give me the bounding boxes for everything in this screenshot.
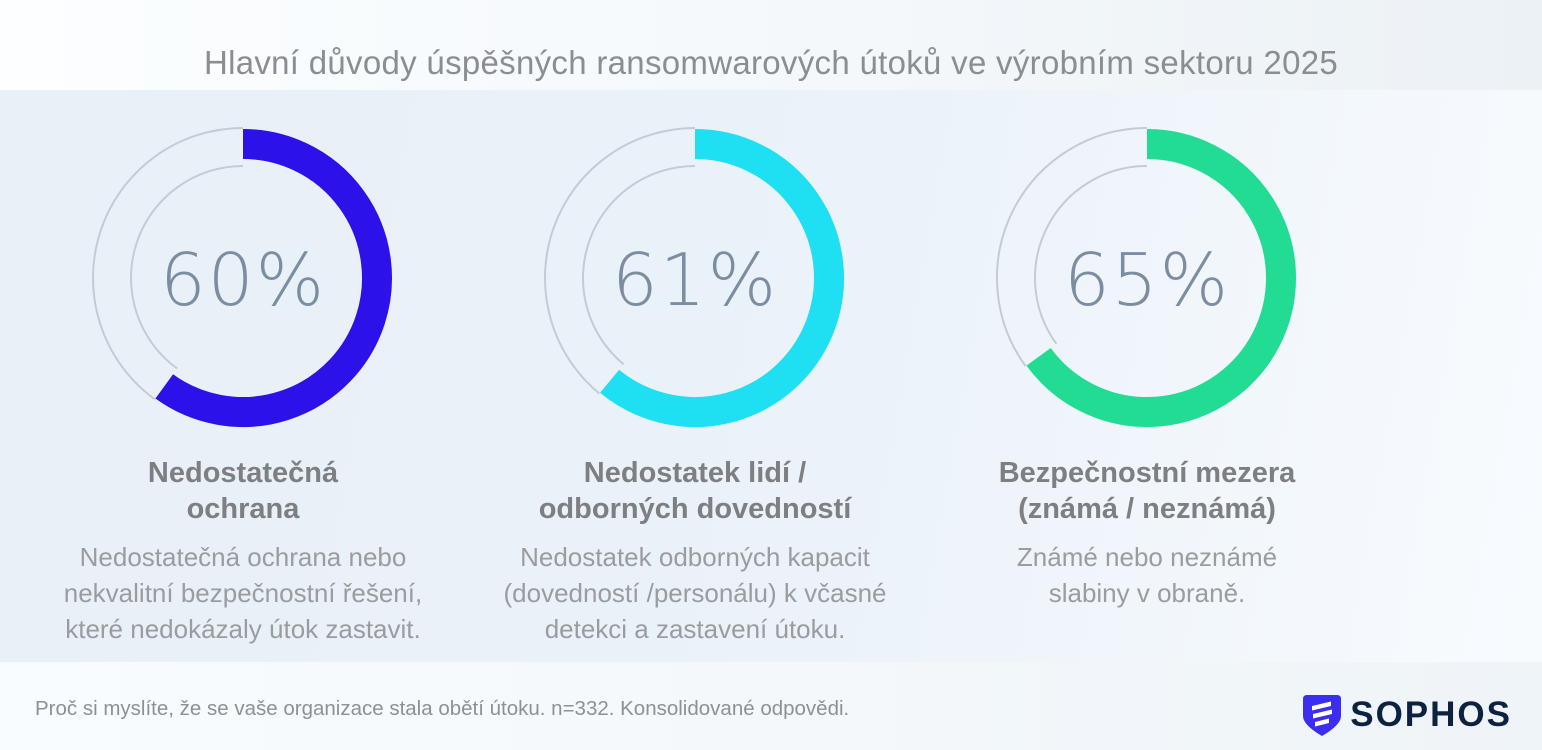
- donut-cards-row: 60% Nedostatečná ochrana Nedostatečná och…: [17, 90, 1373, 647]
- donut-wrap: 61%: [542, 125, 848, 431]
- sophos-logo: SOPHOS: [1301, 692, 1512, 738]
- donut-track-inner: [582, 165, 696, 366]
- sophos-wordmark: SOPHOS: [1350, 695, 1512, 734]
- donut-track-outer: [544, 127, 696, 395]
- donut-track-inner: [130, 165, 244, 370]
- donut-track-outer: [996, 127, 1148, 367]
- card-security-gap: 65% Bezpečnostní mezera (známá / neznámá)…: [921, 90, 1373, 647]
- card-description: Nedostatečná ochrana nebo nekvalitní bezp…: [63, 542, 423, 644]
- donut-track-outer: [92, 127, 244, 401]
- donut-value-label: 60%: [160, 238, 326, 322]
- source-footnote: Proč si myslíte, že se vaše organizace s…: [35, 697, 850, 720]
- donut-value-label: 61%: [612, 238, 778, 322]
- card-heading: Nedostatek lidí / odborných dovedností: [538, 457, 852, 525]
- card-description: Známé nebo neznámé slabiny v obraně.: [1016, 542, 1278, 608]
- donut-track-inner: [1034, 165, 1148, 345]
- footer-band: [0, 662, 1542, 750]
- donut-chart-60: 60%: [92, 127, 392, 427]
- card-lack-of-people-skills: 61% Nedostatek lidí / odborných dovednost…: [469, 90, 921, 647]
- card-heading: Bezpečnostní mezera (známá / neznámá): [998, 457, 1296, 525]
- card-insufficient-protection: 60% Nedostatečná ochrana Nedostatečná och…: [17, 90, 469, 647]
- donut-wrap: 60%: [90, 125, 396, 431]
- donut-chart-65: 65%: [996, 127, 1296, 427]
- card-heading: Nedostatečná ochrana: [147, 457, 339, 525]
- donut-wrap: 65%: [994, 125, 1300, 431]
- header-band: Hlavní důvody úspěšných ransomwarových ú…: [0, 0, 1542, 90]
- card-description: Nedostatek odborných kapacit (dovedností …: [503, 542, 887, 644]
- sophos-shield-icon: [1303, 695, 1342, 736]
- donut-arc: [1026, 129, 1296, 427]
- donut-arc: [600, 129, 844, 427]
- donut-chart-61: 61%: [544, 127, 844, 427]
- donut-value-label: 65%: [1064, 238, 1230, 322]
- donut-arc: [155, 129, 392, 427]
- page-title: Hlavní důvody úspěšných ransomwarových ú…: [203, 44, 1339, 81]
